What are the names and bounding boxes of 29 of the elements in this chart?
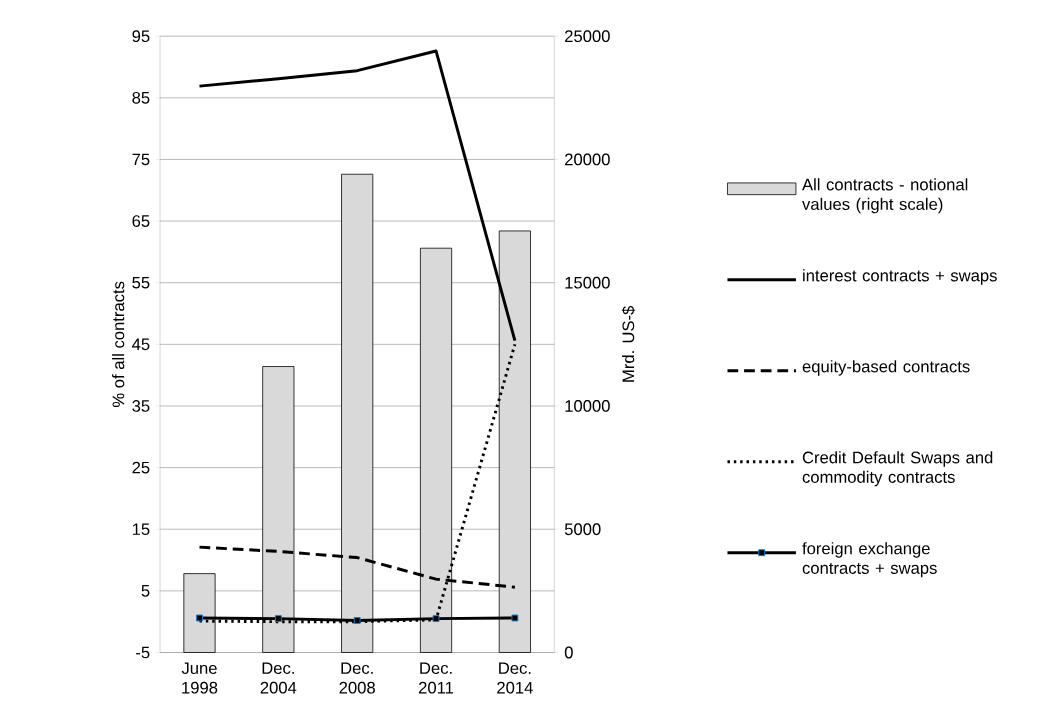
legend-label: All contracts - notional values (right scale) — [802, 178, 968, 214]
legend-label: Credit Default Swaps and commodity contracts — [802, 451, 993, 487]
y-tick-label: 95 — [132, 30, 150, 43]
y2-tick-label: 15000 — [565, 276, 610, 289]
y2-tick-label: 5000 — [564, 523, 601, 536]
y-tick-label: 5 — [141, 585, 150, 597]
x-tick-label: Dec. 2004 — [260, 662, 297, 694]
y2-tick-label: 25000 — [565, 30, 610, 43]
x-tick-label: Dec. 2008 — [339, 662, 375, 694]
y-tick-label: 85 — [132, 91, 150, 104]
y-tick-label: 55 — [132, 276, 150, 289]
y-axis-title: % of all contracts — [112, 281, 125, 408]
x-tick-label: Dec. 2011 — [418, 662, 454, 694]
legend-label: foreign exchange contracts + swaps — [802, 542, 937, 578]
legend-label: equity-based contracts — [802, 360, 970, 376]
y-tick-label: 25 — [132, 461, 150, 474]
legend-label: interest contracts + swaps — [803, 269, 997, 285]
y-tick-label: 15 — [132, 523, 150, 536]
y-tick-label: -5 — [136, 646, 150, 659]
y-tick-label: 45 — [132, 338, 150, 351]
y-tick-label: 35 — [132, 400, 150, 412]
x-tick-label: June 1998 — [181, 662, 218, 694]
x-tick-label: Dec. 2014 — [497, 662, 533, 694]
y2-tick-label: 0 — [564, 646, 573, 659]
y-tick-label: 65 — [132, 215, 150, 227]
y-tick-label: 75 — [132, 153, 150, 166]
y2-axis-title: Mrd. US-$ — [621, 305, 636, 382]
y2-tick-label: 20000 — [565, 153, 610, 166]
y2-tick-label: 10000 — [565, 400, 610, 412]
